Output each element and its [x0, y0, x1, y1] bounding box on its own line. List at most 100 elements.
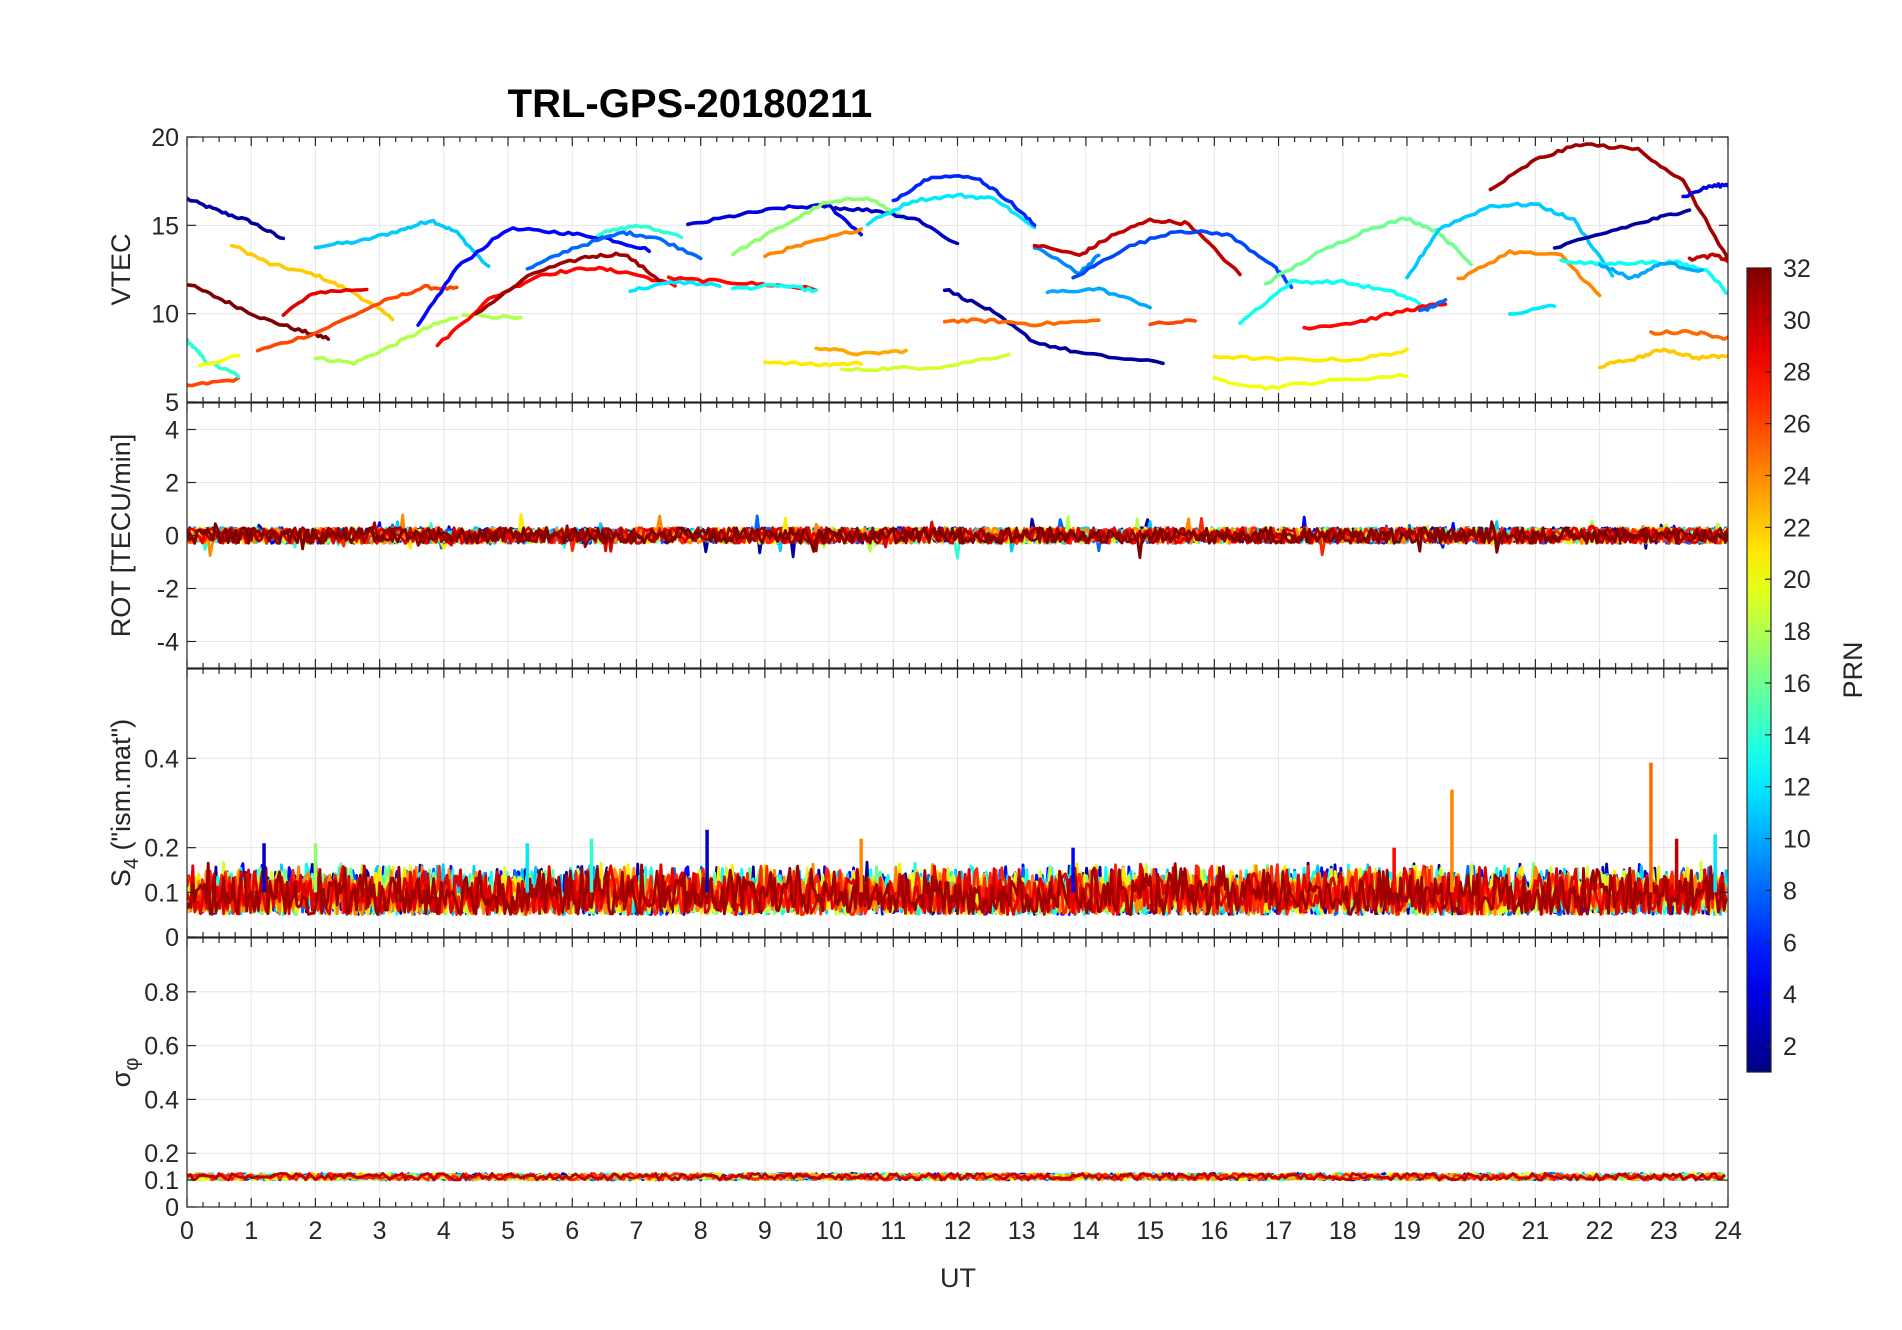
- x-tick-label: 15: [1136, 1217, 1164, 1245]
- x-axis-label: UT: [940, 1263, 976, 1293]
- plot-area: [187, 762, 1728, 917]
- vtec-series-prn-7: [1071, 229, 1294, 290]
- vtec-series-prn-18: [313, 316, 459, 367]
- y-tick-label: 0.2: [144, 1140, 179, 1168]
- x-tick-label: 14: [1072, 1217, 1100, 1245]
- y-tick-label: -2: [157, 576, 179, 604]
- y-tick-label: 15: [151, 212, 179, 240]
- y-tick-label: 5: [165, 389, 179, 417]
- vtec-series-prn-2: [942, 288, 1165, 366]
- x-tick-label: 7: [630, 1217, 644, 1245]
- vtec-series-prn-8: [525, 230, 703, 271]
- y-axis-label: σφ: [106, 1058, 143, 1088]
- vtec-series-prn-22: [1597, 347, 1728, 370]
- rot-series-prn-32: [187, 520, 1728, 560]
- y-tick-label: -4: [157, 629, 179, 657]
- y-tick-label: 0.4: [144, 745, 179, 773]
- vtec-series-prn-19: [840, 352, 1011, 373]
- colorbar-tick-label: 24: [1783, 462, 1811, 490]
- vtec-series-prn-12: [865, 192, 1037, 230]
- colorbar-tick-label: 26: [1783, 411, 1811, 439]
- vtec-series-prn-6: [891, 174, 1037, 227]
- y-axis-label-sub: 4: [121, 858, 143, 869]
- colorbar-tick-label: 12: [1783, 774, 1811, 802]
- vtec-series-prn-13: [1559, 258, 1728, 295]
- x-tick-label: 24: [1714, 1217, 1742, 1245]
- vtec-series-prn-14: [596, 223, 684, 240]
- colorbar-tick-label: 4: [1783, 981, 1797, 1009]
- colorbar-bar: [1746, 267, 1772, 1073]
- plot-area: [187, 142, 1728, 391]
- vtec-series-prn-20: [1212, 372, 1409, 391]
- y-tick-label: 0.8: [144, 979, 179, 1007]
- vtec-series-prn-31: [1488, 142, 1728, 261]
- y-axis-label: VTEC: [106, 233, 136, 305]
- vtec-series-prn-28: [1302, 302, 1448, 331]
- y-tick-label: 4: [165, 417, 179, 445]
- x-tick-label: 16: [1200, 1217, 1228, 1245]
- sigma-series-prn-30: [187, 1172, 1726, 1182]
- x-tick-label: 21: [1521, 1217, 1549, 1245]
- y-tick-label: 0.1: [144, 879, 179, 907]
- rot-panel: -4 -2 0 2 4 ROT [TECU/min]: [106, 402, 1729, 669]
- vtec-series-prn-3: [833, 205, 960, 246]
- y-tick-label: 10: [151, 301, 179, 329]
- plot-area: [187, 513, 1728, 560]
- vtec-series-prn-26: [1148, 318, 1197, 327]
- x-tick-label: 11: [880, 1217, 906, 1245]
- vtec-series-prn-24: [763, 227, 863, 259]
- vtec-series-prn-16: [1263, 216, 1473, 286]
- colorbar-tick-label: 18: [1783, 618, 1811, 646]
- y-axis-label-sub: φ: [121, 1058, 143, 1071]
- y-tick-label: 0.4: [144, 1086, 179, 1114]
- vtec-series-prn-10: [1045, 286, 1152, 310]
- x-tick-label: 1: [244, 1217, 258, 1245]
- y-axis-label-main: S: [106, 869, 136, 887]
- y-tick-label: 0.6: [144, 1033, 179, 1061]
- vtec-series-prn-29: [281, 287, 369, 317]
- x-tick-label: 4: [437, 1217, 451, 1245]
- y-axis-label-main: σ: [106, 1070, 136, 1087]
- vtec-series-prn-8: [1418, 298, 1448, 313]
- colorbar-tick-label: 14: [1783, 722, 1811, 750]
- vtec-series-prn-13: [1238, 278, 1422, 326]
- colorbar-tick-label: 30: [1783, 307, 1811, 335]
- colorbar-tick-label: 32: [1783, 255, 1811, 283]
- x-tick-label: 10: [815, 1217, 843, 1245]
- chart-title: TRL-GPS-20180211: [508, 82, 873, 126]
- plot-area: [187, 1172, 1726, 1182]
- x-tick-label: 5: [501, 1217, 515, 1245]
- colorbar-tick-label: 16: [1783, 670, 1811, 698]
- vtec-panel: 5 10 15 20 VTEC: [106, 124, 1729, 417]
- y-axis-label-rest: ("ism.mat"): [106, 719, 136, 858]
- x-tick-label: 22: [1586, 1217, 1614, 1245]
- vtec-series-prn-26: [255, 284, 459, 353]
- colorbar-tick-label: 6: [1783, 929, 1797, 957]
- y-tick-label: 0: [165, 523, 179, 551]
- vtec-series-prn-30: [1687, 252, 1728, 264]
- colorbar-tick-label: 20: [1783, 566, 1811, 594]
- x-tick-label: 19: [1393, 1217, 1421, 1245]
- vtec-series-prn-4: [686, 203, 863, 237]
- x-tick-label: 12: [944, 1217, 972, 1245]
- colorbar-tick-label: 10: [1783, 826, 1811, 854]
- vtec-series-prn-2: [187, 196, 286, 241]
- vtec-series-prn-12: [1507, 303, 1557, 316]
- vtec-series-prn-28: [435, 265, 677, 348]
- vtec-series-prn-10: [1597, 261, 1705, 281]
- x-tick-label: 3: [373, 1217, 387, 1245]
- x-tick-label: 18: [1329, 1217, 1357, 1245]
- vtec-series-prn-22: [230, 243, 395, 322]
- vtec-series-prn-23: [814, 346, 908, 357]
- x-tick-label: 8: [694, 1217, 708, 1245]
- vtec-series-prn-13: [731, 282, 818, 294]
- vtec-series-prn-21: [763, 360, 863, 368]
- s4-series-prn-31: [187, 861, 1728, 916]
- y-axis-label: ROT [TECU/min]: [106, 434, 136, 638]
- colorbar-tick-label: 2: [1783, 1033, 1797, 1061]
- x-tick-label: 2: [308, 1217, 322, 1245]
- colorbar-label: PRN: [1838, 641, 1868, 698]
- vtec-series-prn-4: [1681, 182, 1728, 199]
